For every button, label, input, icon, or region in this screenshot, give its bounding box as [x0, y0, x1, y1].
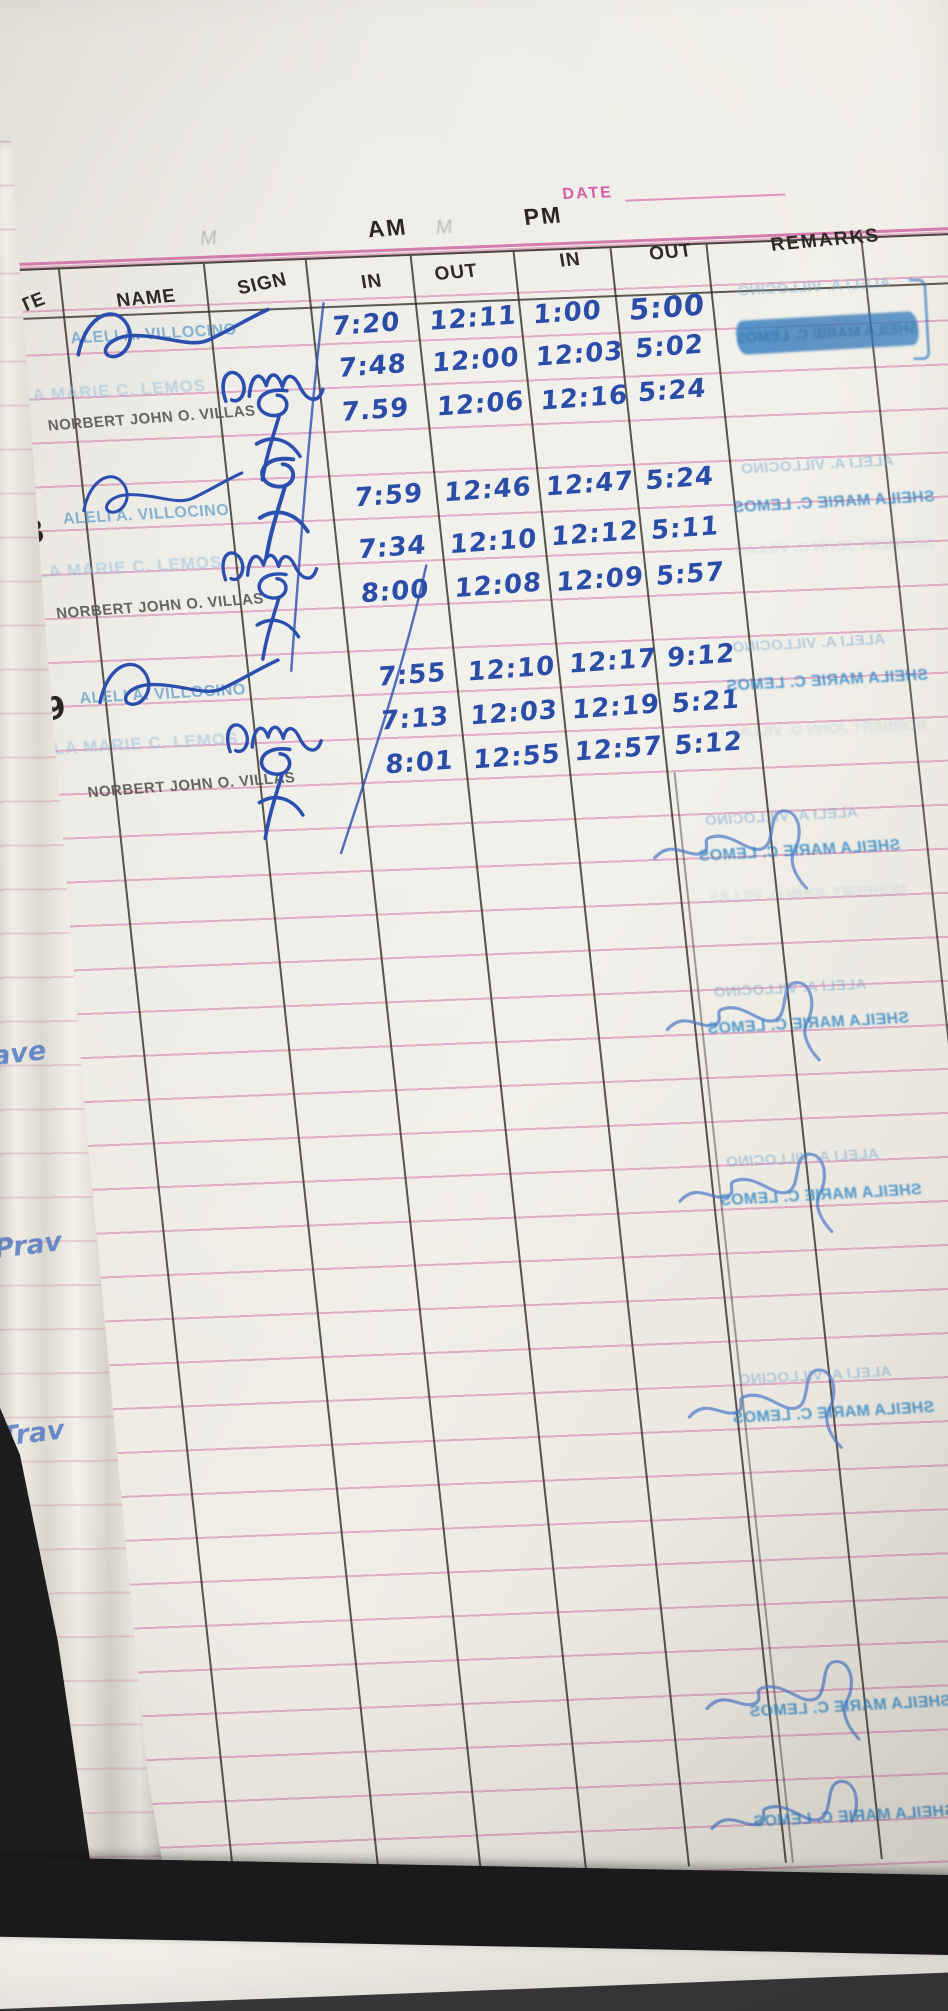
bleed-stamp: NORBERT JOHN O. VILLAS [734, 534, 934, 559]
pm-label: PM [522, 201, 565, 231]
time-in-pm: 12:03 [534, 336, 626, 373]
signature-squiggle [76, 307, 270, 359]
time-in-am: 7.59 [339, 392, 412, 428]
signature-squiggle [82, 471, 244, 514]
signature-squiggle [98, 658, 280, 706]
time-in-am: 7:55 [376, 657, 449, 693]
bleed-stamp: SHEILA MARIE C. LEMOS [734, 319, 921, 347]
time-in-am: 7:13 [378, 701, 452, 737]
time-out-am: 12:10 [448, 523, 540, 561]
time-in-am: 8:00 [359, 574, 432, 610]
bleed-signature [705, 1660, 861, 1741]
signature-squiggle [257, 747, 305, 841]
time-out-am: 12:10 [465, 651, 558, 688]
name-stamp: SHEILA MARIE C. LEMOS [0, 375, 208, 408]
signature-squiggle [226, 723, 323, 754]
time-in-am: 8:01 [383, 745, 457, 781]
bleed-signature [665, 981, 821, 1062]
col-header-out-am: OUT [433, 260, 480, 286]
time-out-pm: 5:57 [654, 556, 727, 592]
time-out-pm: 5:02 [633, 329, 707, 365]
bleed-stamp: SHEILA MARIE C. LEMOS [732, 488, 936, 517]
time-in-pm: 12:16 [538, 380, 631, 417]
marker-bracket [908, 278, 931, 361]
col-header-remarks: REMARKS [769, 225, 882, 256]
time-out-am: 12:06 [435, 386, 527, 423]
pencil-mark: M [434, 216, 454, 239]
signature-squiggle [255, 572, 301, 661]
col-header-in-pm: IN [558, 248, 583, 272]
time-out-pm: 5:24 [643, 461, 717, 497]
time-in-pm: 12:09 [554, 561, 647, 599]
time-out-pm: 9:12 [665, 638, 738, 674]
col-header-out-pm: OUT [647, 240, 694, 265]
bleed-stamp: SHEILA MARIE C. LEMOS [725, 666, 930, 695]
time-out-pm: 5:24 [636, 373, 709, 409]
bleed-signature [710, 1779, 858, 1831]
bleed-signature [687, 1368, 843, 1449]
time-in-pm: 12:19 [570, 689, 662, 726]
bleed-signature [653, 809, 809, 890]
time-out-am: 12:08 [452, 567, 545, 604]
signature-squiggle [221, 551, 319, 582]
col-header-in-am: IN [359, 270, 384, 294]
time-out-am: 12:00 [430, 342, 522, 379]
time-in-am: 7:59 [352, 478, 426, 514]
marker-smudge: SHEILA MARIE C. LEMOS [734, 310, 921, 355]
bleed-stamp: ALELI A. VILLOCINO [739, 452, 895, 478]
time-in-am: 7:34 [356, 530, 429, 566]
pen-stroke [289, 302, 325, 673]
pen-stroke [339, 564, 428, 855]
time-out-pm: 5:00 [626, 287, 708, 327]
bleed-signature [678, 1152, 834, 1234]
time-out-pm: 5:11 [649, 511, 722, 546]
time-out-am: 12:03 [468, 695, 561, 732]
signature-squiggle [221, 370, 325, 403]
time-in-pm: 1:00 [531, 295, 605, 331]
time-in-pm: 12:17 [567, 643, 659, 680]
date-label-printed: DATE [561, 184, 614, 204]
time-in-am: 7:48 [336, 349, 410, 384]
date-blank-line [625, 193, 786, 202]
time-in-pm: 12:57 [572, 731, 665, 768]
time-in-pm: 12:12 [549, 515, 642, 553]
signature-squiggle [257, 456, 310, 560]
pencil-mark: M [198, 227, 218, 250]
time-out-am: 12:55 [471, 739, 564, 776]
bleed-stamp: ALELI A. VILLOCINO [731, 630, 887, 657]
table-area: M AM M PM DATE DATE NAME SIGN IN OUT IN … [0, 184, 948, 1884]
time-in-pm: 12:47 [544, 466, 636, 503]
time-in-am: 7:20 [330, 307, 403, 343]
time-out-am: 12:11 [427, 300, 520, 337]
time-out-am: 12:46 [442, 471, 534, 509]
am-label: AM [365, 213, 410, 243]
